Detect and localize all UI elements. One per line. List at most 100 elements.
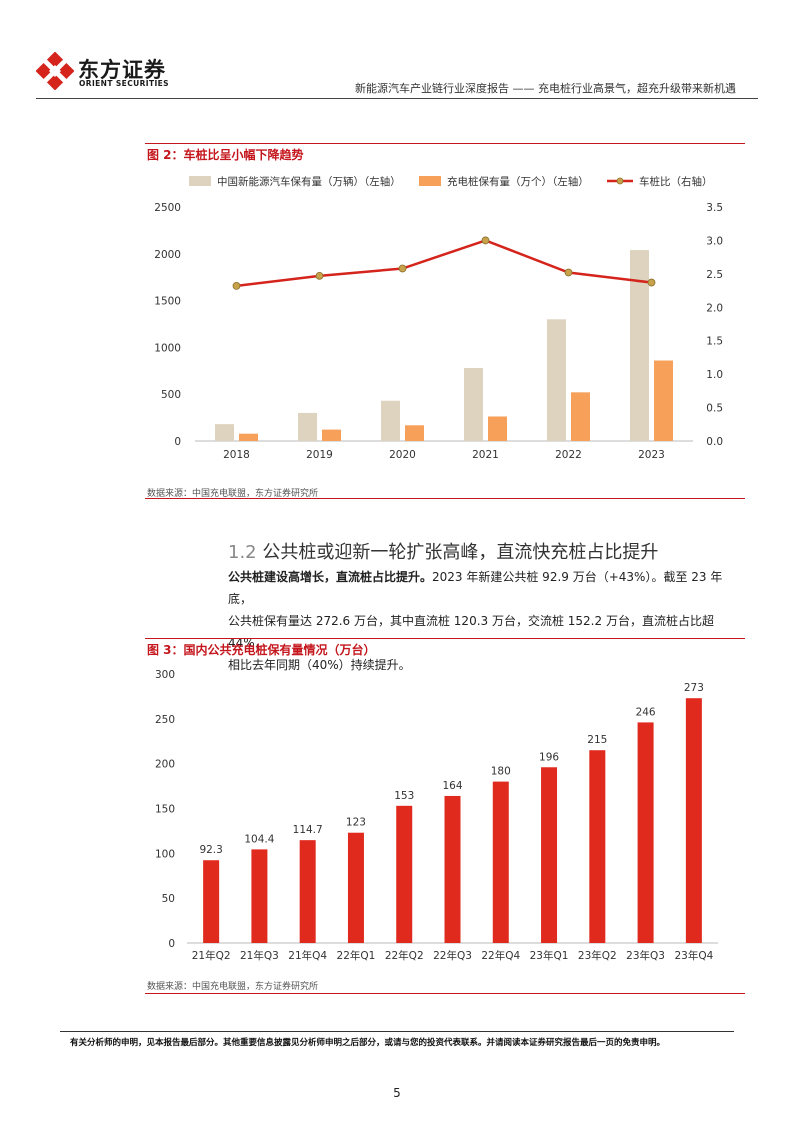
figure2-top-rule: [145, 143, 745, 144]
y-right-tick-label: 0.0: [706, 436, 723, 448]
bar: [239, 433, 258, 441]
paragraph-line-2: 公共桩保有量达 272.6 万台，其中直流桩 120.3 万台，交流桩 152.…: [228, 614, 714, 650]
x-tick-label: 2021: [472, 449, 499, 461]
bar: [299, 840, 316, 943]
data-label: 196: [539, 751, 559, 763]
y-tick-label: 0: [168, 938, 175, 950]
bar: [637, 722, 654, 943]
bar: [444, 795, 461, 943]
legend-label: 充电桩保有量（万个）（左轴）: [447, 175, 589, 188]
bar: [541, 767, 558, 943]
y-left-tick-label: 0: [174, 436, 181, 448]
bar: [492, 781, 509, 943]
figure3-chart: 0 50 100 150 200 250 300 92.3 21年Q2 104.4 21年Q3 114…: [155, 669, 718, 962]
bar: [203, 860, 220, 943]
figure2-source: 数据来源：中国充电联盟，东方证券研究所: [147, 489, 319, 499]
y-left-tick-label: 2000: [154, 249, 181, 261]
section-paragraph: 公共桩建设高增长，直流桩占比提升。2023 年新建公共桩 92.9 万台（+43…: [228, 566, 743, 676]
bar: [589, 750, 606, 943]
x-tick-label: 23年Q3: [626, 949, 665, 962]
line-point: [315, 271, 324, 280]
line-point: [647, 278, 656, 287]
y-tick-label: 100: [155, 848, 175, 860]
line-point: [398, 264, 407, 273]
x-tick-label: 21年Q4: [288, 949, 327, 962]
page-number: 5: [393, 1086, 401, 1100]
bar: [251, 849, 268, 943]
footer-disclaimer: 有关分析师的申明，见本报告最后部分。其他重要信息披露见分析师申明之后部分，或请与…: [70, 1038, 666, 1048]
x-tick-label: 23年Q4: [674, 949, 713, 962]
y-right-tick-label: 3.5: [706, 202, 723, 214]
y-tick-label: 300: [155, 669, 175, 681]
legend-swatch: [189, 176, 211, 186]
x-tick-label: 23年Q1: [530, 949, 569, 962]
y-tick-label: 200: [155, 759, 175, 771]
data-label: 104.4: [244, 833, 274, 845]
bar: [488, 416, 507, 441]
line-point: [564, 268, 573, 277]
y-right-tick-label: 2.0: [706, 302, 723, 314]
y-right-tick-label: 0.5: [706, 403, 723, 415]
section-number: 1.2: [228, 542, 257, 563]
data-label: 273: [684, 682, 704, 694]
x-tick-label: 22年Q4: [481, 949, 520, 962]
data-label: 123: [346, 817, 366, 829]
footer-divider: [60, 1031, 734, 1032]
figure3-source: 数据来源：中国充电联盟，东方证券研究所: [147, 982, 319, 992]
legend-marker: [616, 177, 624, 185]
x-tick-label: 22年Q2: [385, 949, 424, 962]
section-heading: 1.2 公共桩或迎新一轮扩张高峰，直流快充桩占比提升: [228, 538, 658, 564]
bar: [347, 832, 364, 943]
x-tick-label: 21年Q2: [192, 949, 231, 962]
y-tick-label: 50: [162, 893, 175, 905]
bar: [322, 429, 341, 441]
bar: [571, 392, 590, 441]
x-tick-label: 22年Q1: [337, 949, 376, 962]
x-tick-label: 2018: [223, 449, 250, 461]
x-tick-label: 2020: [389, 449, 416, 461]
data-label: 164: [442, 780, 462, 792]
legend-swatch: [419, 176, 441, 186]
y-left-tick-label: 2500: [154, 202, 181, 214]
data-label: 180: [491, 766, 511, 778]
legend-label: 车桩比（右轴）: [639, 175, 713, 188]
data-label: 92.3: [199, 844, 222, 856]
y-left-tick-label: 1500: [154, 296, 181, 308]
series-line: [236, 239, 652, 288]
report-title: 新能源汽车产业链行业深度报告 —— 充电桩行业高景气，超充升级带来新机遇: [355, 82, 736, 95]
x-tick-label: 23年Q2: [578, 949, 617, 962]
y-right-tick-label: 1.5: [706, 336, 723, 348]
x-tick-label: 2023: [638, 449, 665, 461]
figure2-chart: 中国新能源汽车保有量（万辆）（左轴） 充电桩保有量（万个）（左轴） 车桩比（右轴） 0…: [154, 175, 723, 461]
line-point: [232, 281, 241, 290]
bar: [654, 360, 673, 441]
data-label: 153: [394, 790, 414, 802]
paragraph-lead: 公共桩建设高增长，直流桩占比提升。: [228, 570, 433, 584]
paragraph-line-1: 公共桩建设高增长，直流桩占比提升。2023 年新建公共桩 92.9 万台（+43…: [228, 566, 743, 610]
x-tick-label: 22年Q3: [433, 949, 472, 962]
bar: [396, 805, 413, 943]
bar: [298, 412, 317, 441]
paragraph-line-3: 相比去年同期（40%）持续提升。: [228, 658, 411, 672]
bar: [215, 424, 234, 441]
section-title: 公共桩或迎新一轮扩张高峰，直流快充桩占比提升: [262, 542, 659, 563]
line-point: [481, 236, 490, 245]
bar: [630, 250, 649, 441]
company-logo-mark-icon: [36, 52, 74, 90]
x-tick-label: 2022: [555, 449, 582, 461]
data-label: 246: [636, 706, 656, 718]
logo-chinese-name: 东方证券: [78, 58, 166, 82]
y-tick-label: 250: [155, 714, 175, 726]
paragraph-line-1-rest: 2023 年新建公共桩 92.9 万台（+43%）。截至 23 年底，: [228, 570, 723, 606]
y-right-tick-label: 2.5: [706, 269, 723, 281]
bar: [381, 400, 400, 441]
bar: [464, 367, 483, 441]
x-tick-label: 2019: [306, 449, 333, 461]
y-left-tick-label: 1000: [154, 342, 181, 354]
figure2-title: 图 2：车桩比呈小幅下降趋势: [147, 148, 304, 162]
y-tick-label: 150: [155, 804, 175, 816]
bar: [547, 319, 566, 441]
legend-label: 中国新能源汽车保有量（万辆）（左轴）: [217, 175, 401, 188]
data-label: 114.7: [293, 824, 323, 836]
figure3-bottom-rule: [145, 993, 745, 994]
